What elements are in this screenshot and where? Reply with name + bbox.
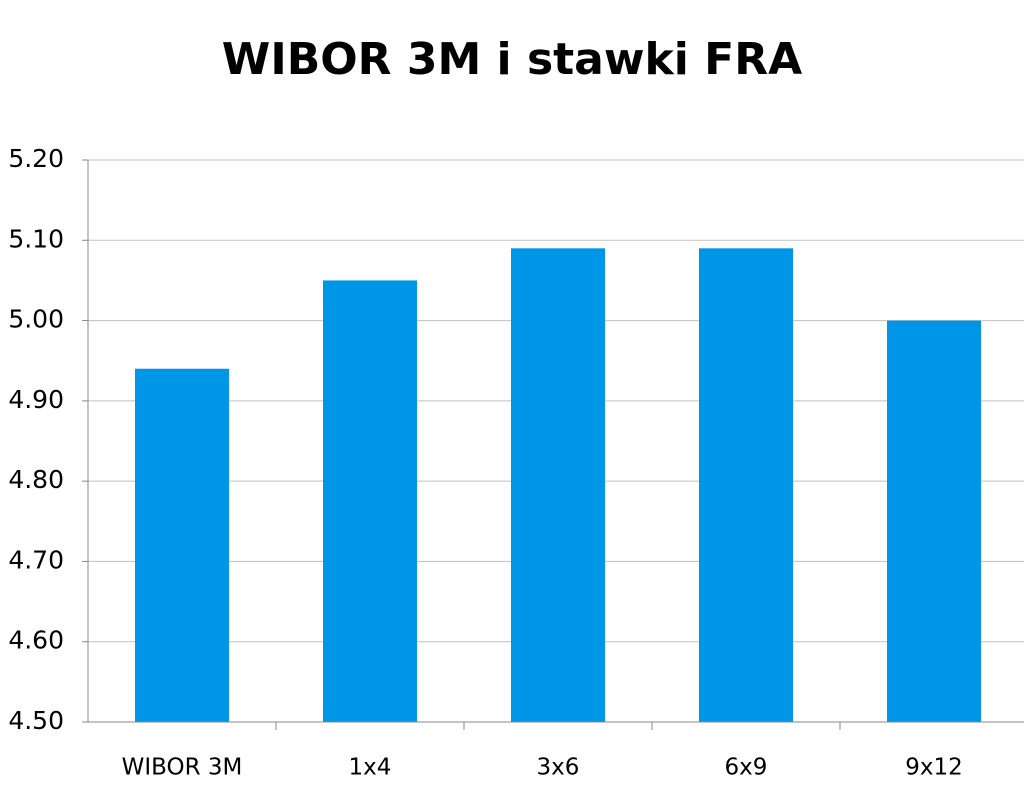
bar (511, 248, 605, 723)
x-tick-label: 1x4 (349, 755, 392, 781)
y-tick-label: 5.20 (8, 144, 64, 173)
y-tick-label: 4.50 (8, 706, 64, 735)
bar (699, 248, 793, 723)
x-tick-label: 3x6 (537, 755, 580, 781)
bar (135, 368, 229, 722)
x-tick-label: 9x12 (905, 755, 963, 781)
bar (887, 320, 981, 722)
y-tick-label: 5.10 (8, 224, 64, 253)
y-tick-label: 4.80 (8, 465, 64, 494)
x-tick-label: 6x9 (725, 755, 768, 781)
bar (323, 280, 417, 722)
x-tick-label: WIBOR 3M (122, 755, 243, 781)
y-tick-label: 4.90 (8, 385, 64, 414)
chart-title: WIBOR 3M i stawki FRA (222, 34, 802, 85)
y-tick-label: 5.00 (8, 305, 64, 334)
y-tick-label: 4.70 (8, 545, 64, 574)
y-tick-label: 4.60 (8, 626, 64, 655)
